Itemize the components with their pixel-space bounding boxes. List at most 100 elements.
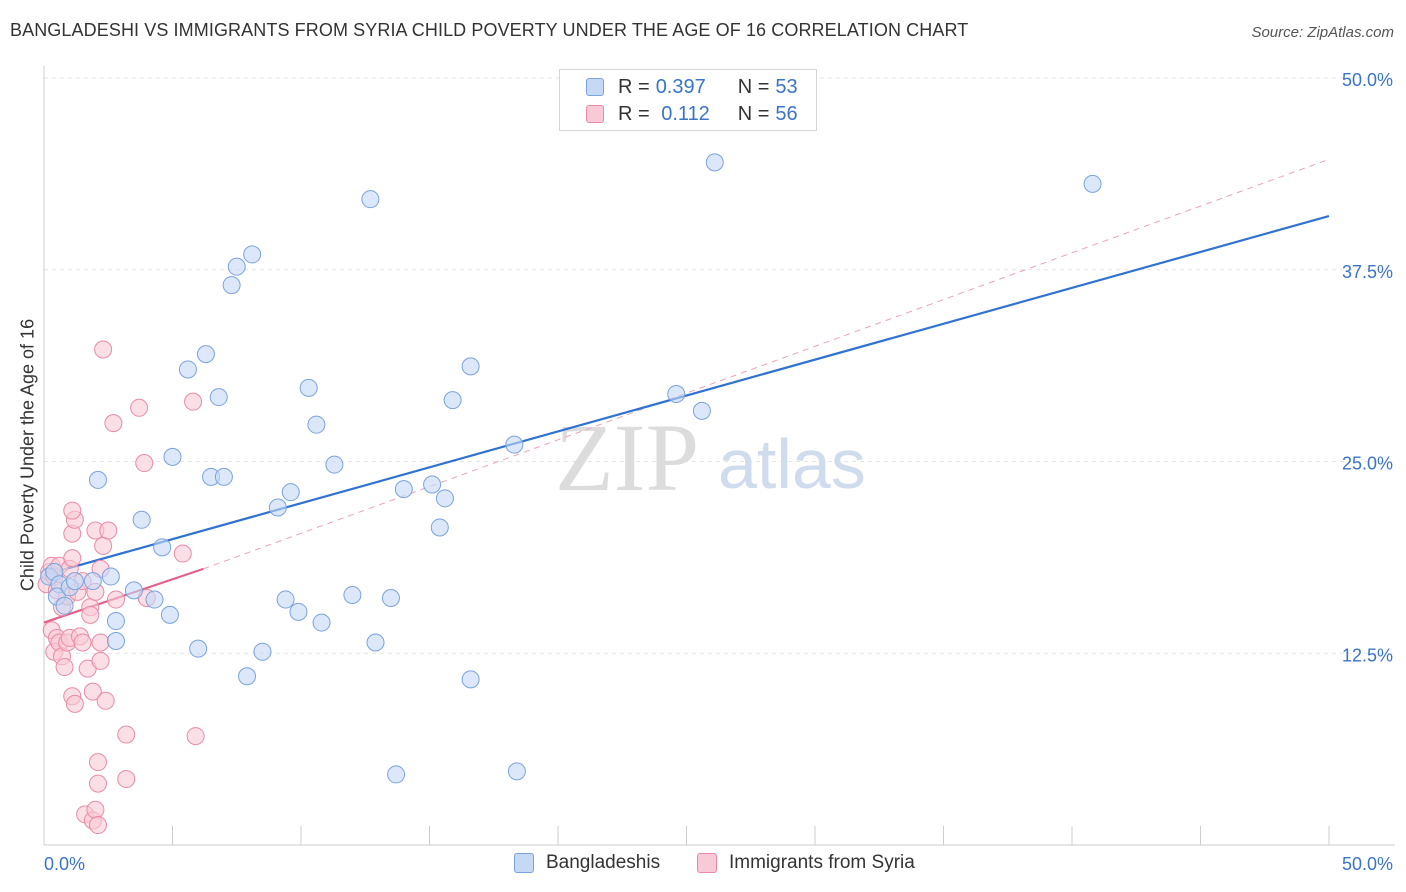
syria-trendline-extended <box>203 158 1330 570</box>
bangladeshi-point <box>461 357 480 376</box>
bangladeshi-point <box>343 585 362 604</box>
bangladeshi-point <box>268 498 287 517</box>
y-tick-label: 25.0% <box>1342 454 1393 474</box>
legend-n-value: 53 <box>775 75 798 98</box>
legend-n-value: 56 <box>775 102 798 125</box>
bangladeshi-point <box>153 538 172 557</box>
bangladeshi-point <box>276 590 295 609</box>
syria-point <box>184 392 203 411</box>
bangladeshi-point <box>692 401 711 420</box>
syria-point <box>96 691 115 710</box>
bangladeshi-point <box>189 639 208 658</box>
syria-point <box>91 651 110 670</box>
syria-point <box>99 521 118 540</box>
pink-swatch-icon <box>586 105 604 123</box>
bangladeshi-point <box>65 572 84 591</box>
bangladeshi-point <box>209 388 228 407</box>
bangladeshi-point <box>243 245 262 264</box>
bangladeshi-point <box>238 667 257 686</box>
bangladeshi-point <box>227 257 246 276</box>
legend-n-label: N = <box>737 75 770 98</box>
bangladeshi-point <box>381 589 400 608</box>
pink-swatch-icon <box>697 853 717 873</box>
legend-r-value: 0.397 <box>655 75 706 98</box>
bangladeshi-point <box>461 670 480 689</box>
syria-point <box>83 682 102 701</box>
source-credit: Source: ZipAtlas.com <box>1251 24 1394 41</box>
bangladeshi-point <box>307 415 326 434</box>
x-tick-label: 50.0% <box>1342 854 1393 874</box>
bangladeshi-point <box>430 518 449 537</box>
chart-title: BANGLADESHI VS IMMIGRANTS FROM SYRIA CHI… <box>10 20 969 40</box>
y-tick-labels: 12.5% 25.0% 37.5% 50.0% <box>1342 70 1393 665</box>
syria-point <box>94 536 113 555</box>
bangladeshi-point <box>145 590 164 609</box>
syria-point <box>130 398 149 417</box>
syria-point <box>173 544 192 563</box>
legend-r-value: 0.112 <box>655 102 710 125</box>
legend-r-label: R = <box>618 102 650 125</box>
bangladeshi-point <box>88 470 107 489</box>
watermark: ZIP atlas <box>555 404 866 511</box>
blue-swatch-icon <box>586 78 604 96</box>
y-tick-label: 37.5% <box>1342 262 1393 282</box>
syria-point <box>106 590 125 609</box>
bangladeshi-point <box>178 360 197 379</box>
y-axis-label: Child Poverty Under the Age of 16 <box>17 318 38 592</box>
bangladeshi-point <box>124 581 143 600</box>
bangladeshi-point <box>435 489 454 508</box>
bangladeshi-point <box>101 567 120 586</box>
bangladeshi-point <box>361 190 380 209</box>
axes <box>43 66 1395 846</box>
syria-point <box>73 633 92 652</box>
syria-point <box>135 454 154 473</box>
legend-n-label: N = <box>737 102 770 125</box>
bangladeshi-point <box>387 765 406 784</box>
syria-point <box>63 549 82 568</box>
bangladeshi-point <box>163 447 182 466</box>
bangladeshi-point <box>106 612 125 631</box>
bangladeshi-point <box>83 572 102 591</box>
bangladeshi-point <box>55 596 74 615</box>
syria-point <box>94 340 113 359</box>
bangladeshi-point <box>196 345 215 364</box>
bangladeshi-point <box>507 762 526 781</box>
series-legend-bangladeshis: Bangladeshis <box>514 852 660 874</box>
data-points <box>37 153 1102 835</box>
syria-point <box>186 727 205 746</box>
bangladeshi-point <box>253 642 272 661</box>
bangladeshi-point <box>222 276 241 295</box>
syria-point <box>86 800 105 819</box>
bangladeshi-point <box>505 435 524 454</box>
bangladeshi-point <box>325 455 344 474</box>
trendlines <box>43 158 1330 624</box>
syria-point <box>88 816 107 835</box>
bangladeshi-point <box>394 480 413 499</box>
syria-point <box>63 501 82 520</box>
bangladeshi-point <box>423 475 442 494</box>
bangladeshi-point <box>366 633 385 652</box>
bangladeshi-point <box>299 378 318 397</box>
syria-point <box>117 725 136 744</box>
series-legend-syria: Immigrants from Syria <box>697 852 915 874</box>
bangladeshi-point <box>667 385 686 404</box>
syria-point <box>81 605 100 624</box>
legend-r-label: R = <box>618 75 650 98</box>
bangladeshi-point <box>1083 174 1102 193</box>
bangladeshi-point <box>312 613 331 632</box>
bangladeshi-point <box>281 483 300 502</box>
syria-point <box>91 633 110 652</box>
watermark-zip: ZIP <box>555 404 699 511</box>
syria-point <box>88 753 107 772</box>
bangladeshi-point <box>443 391 462 410</box>
bangladeshi-point <box>132 510 151 529</box>
bangladeshi-point <box>705 153 724 172</box>
bangladeshi-point <box>106 631 125 650</box>
watermark-atlas: atlas <box>718 425 866 503</box>
y-tick-label: 12.5% <box>1342 645 1393 665</box>
x-tick-label: 0.0% <box>44 854 85 874</box>
bangladeshi-point <box>214 467 233 486</box>
series-name: Immigrants from Syria <box>729 852 915 873</box>
syria-point <box>55 658 74 677</box>
